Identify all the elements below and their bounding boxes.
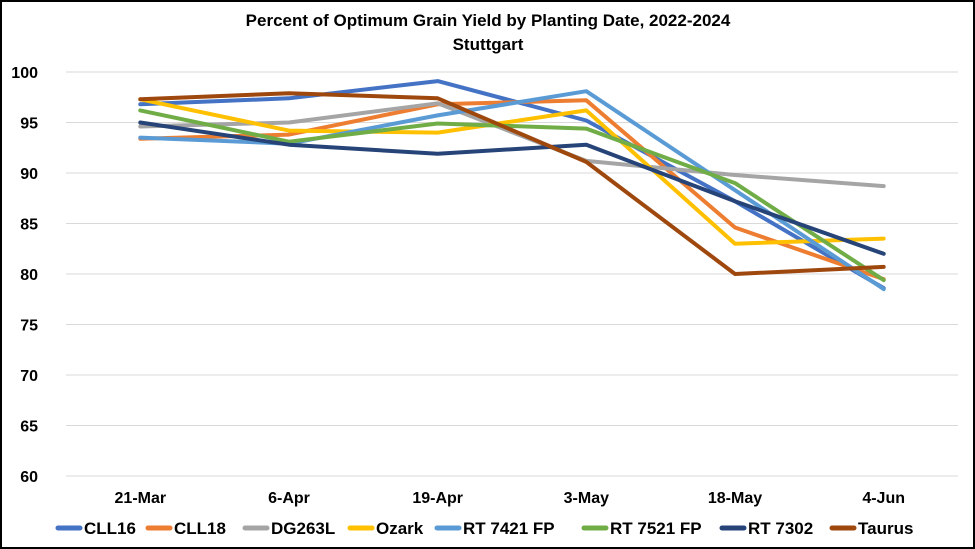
y-tick-label: 85 — [20, 217, 38, 234]
x-axis-ticks: 21-Mar 6-Apr 19-Apr 3-May 18-May 4-Jun — [115, 490, 905, 507]
x-tick-label: 18-May — [708, 490, 762, 507]
x-tick-label: 4-Jun — [862, 490, 905, 507]
legend-label: RT 7302 — [748, 519, 813, 538]
y-tick-label: 75 — [20, 318, 38, 335]
legend-label: Taurus — [858, 519, 913, 538]
legend-label: CLL18 — [174, 519, 226, 538]
legend: CLL16 CLL18 DG263L Ozark RT 7421 FP RT 7521 F… — [55, 519, 913, 538]
series-lines — [138, 79, 886, 292]
series-line-7 — [138, 120, 886, 256]
y-tick-label: 100 — [11, 65, 38, 82]
legend-label: CLL16 — [84, 519, 136, 538]
series-line-1 — [138, 79, 886, 291]
x-tick-label: 21-Mar — [115, 490, 167, 507]
y-axis-ticks: 60 65 70 75 80 85 90 95 100 — [11, 65, 38, 486]
y-tick-label: 90 — [20, 166, 38, 183]
gridlines — [66, 71, 958, 477]
y-tick-label: 95 — [20, 116, 38, 133]
series-line-4 — [138, 97, 886, 246]
legend-label: RT 7521 FP — [610, 519, 702, 538]
y-tick-label: 65 — [20, 419, 38, 436]
y-tick-label: 70 — [20, 368, 38, 385]
legend-label: Ozark — [376, 519, 424, 538]
y-tick-label: 60 — [20, 469, 38, 486]
y-tick-label: 80 — [20, 267, 38, 284]
chart-subtitle: Stuttgart — [453, 35, 524, 54]
legend-label: DG263L — [271, 519, 335, 538]
chart-title: Percent of Optimum Grain Yield by Planti… — [246, 11, 731, 30]
x-tick-label: 3-May — [564, 490, 609, 507]
x-tick-label: 19-Apr — [412, 490, 463, 507]
x-tick-label: 6-Apr — [268, 490, 310, 507]
series-line-6 — [138, 108, 886, 283]
series-line-8 — [138, 91, 886, 276]
legend-label: RT 7421 FP — [463, 519, 555, 538]
series-line-3 — [138, 101, 886, 189]
